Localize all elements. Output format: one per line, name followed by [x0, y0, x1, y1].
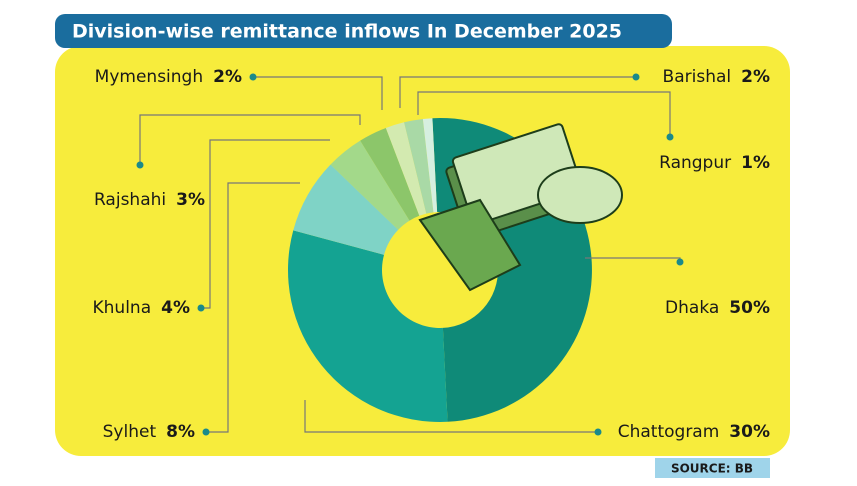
slice — [404, 118, 434, 214]
category-name: Rajshahi — [94, 190, 166, 210]
slice-label: Dhaka 50% — [665, 298, 770, 318]
category-name: Mymensingh — [95, 67, 203, 87]
value-label: 4% — [161, 298, 190, 318]
slice-label: Chattogram 30% — [618, 422, 770, 442]
slice — [287, 230, 448, 422]
label-dot — [249, 73, 257, 81]
source-box — [655, 458, 770, 478]
leader-line — [253, 76, 383, 110]
label-dot — [136, 161, 144, 169]
label-dot — [594, 428, 602, 436]
slice — [385, 122, 427, 216]
label-dot — [676, 258, 684, 266]
value-label: 8% — [166, 422, 195, 442]
slice-label: Barishal 2% — [663, 67, 770, 87]
category-name: Sylhet — [103, 422, 157, 442]
slice-label: Sylhet 8% — [103, 422, 195, 442]
slice — [293, 164, 399, 255]
leader-line — [201, 139, 330, 309]
category-name: Barishal — [663, 67, 732, 87]
leader-line — [399, 76, 636, 108]
category-name: Rangpur — [659, 153, 731, 173]
value-label: 2% — [213, 67, 242, 87]
slice — [422, 118, 438, 213]
leader-line — [206, 182, 300, 433]
slice-label: Rangpur 1% — [659, 153, 770, 173]
leader-line — [417, 91, 671, 137]
panel — [55, 46, 790, 456]
leader-line — [139, 114, 361, 165]
money-illustration — [418, 123, 623, 292]
value-label: 30% — [729, 422, 770, 442]
slice-label: Rajshahi 3% — [94, 190, 205, 210]
value-label: 3% — [176, 190, 205, 210]
value-label: 1% — [741, 153, 770, 173]
source: SOURCE: BB — [671, 462, 753, 476]
chart-title: Division-wise remittance inflows In Dece… — [72, 21, 622, 43]
slice-label: Mymensingh 2% — [95, 67, 242, 87]
label-dot — [666, 133, 674, 141]
category-name: Khulna — [93, 298, 152, 318]
label-dot — [632, 73, 640, 81]
value-label: 50% — [729, 298, 770, 318]
category-name: Chattogram — [618, 422, 720, 442]
label-dot — [202, 428, 210, 436]
value-label: 2% — [741, 67, 770, 87]
slice-label: Khulna 4% — [93, 298, 191, 318]
label-dot — [197, 304, 205, 312]
title-bar — [55, 14, 672, 48]
category-name: Dhaka — [665, 298, 719, 318]
slice — [330, 140, 410, 230]
slice — [360, 127, 420, 221]
leader-line — [304, 400, 598, 433]
